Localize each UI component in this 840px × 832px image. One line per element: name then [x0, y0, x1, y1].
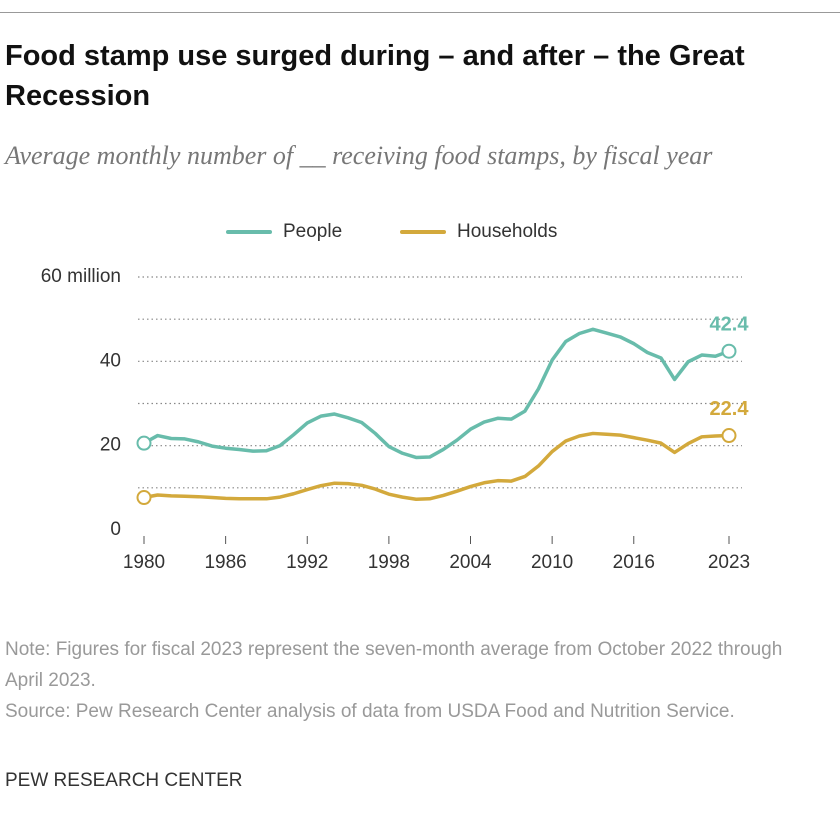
x-tick-label: 1986 — [204, 552, 246, 573]
x-tick-label: 2010 — [531, 552, 573, 573]
series-line — [142, 327, 731, 460]
x-tick-label: 2023 — [708, 552, 750, 573]
end-point — [721, 343, 737, 359]
end-point — [136, 435, 152, 451]
x-tick-label: 1992 — [286, 552, 328, 573]
x-tick-label: 2016 — [613, 552, 655, 573]
y-tick-label: 40 — [100, 350, 121, 371]
data-label: 22.4 — [710, 398, 750, 420]
series-line — [142, 431, 731, 501]
end-point — [721, 428, 737, 444]
x-tick-label: 1980 — [123, 552, 165, 573]
legend-label: Households — [457, 221, 557, 242]
footer: PEW RESEARCH CENTER — [5, 770, 243, 791]
y-tick-label: 60 million — [41, 266, 121, 287]
x-tick-label: 2004 — [449, 552, 492, 573]
x-tick-label: 1998 — [368, 552, 410, 573]
source: Source: Pew Research Center analysis of … — [5, 701, 735, 722]
end-point — [136, 490, 152, 506]
legend-label: People — [283, 221, 342, 242]
y-tick-label: 20 — [100, 435, 121, 456]
notes: Note: Figures for fiscal 2023 represent … — [5, 634, 815, 727]
top-rule — [0, 12, 840, 13]
y-tick-label: 0 — [110, 519, 121, 540]
note: Note: Figures for fiscal 2023 represent … — [5, 639, 783, 691]
chart-title: Food stamp use surged during – and after… — [5, 40, 745, 112]
chart-subtitle: Average monthly number of __ receiving f… — [5, 141, 713, 170]
data-label: 42.4 — [710, 313, 750, 335]
